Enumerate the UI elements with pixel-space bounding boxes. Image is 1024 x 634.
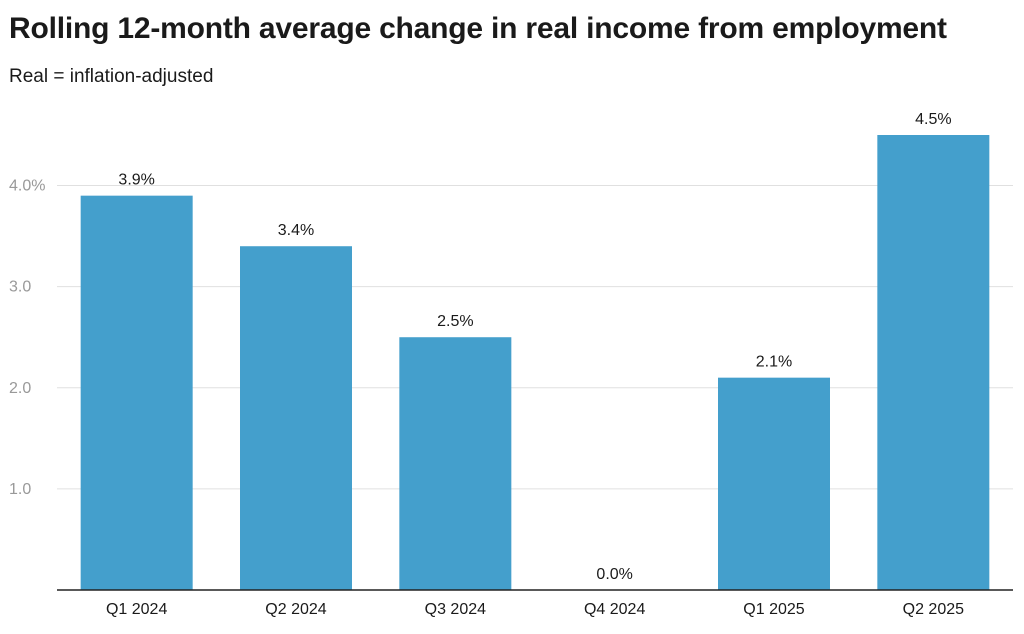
y-tick-label: 4.0%: [9, 178, 45, 195]
y-tick-label: 2.0: [9, 380, 31, 397]
data-label: 2.1%: [756, 354, 792, 371]
bar: [718, 377, 830, 590]
data-label: 3.4%: [278, 222, 314, 239]
data-label: 3.9%: [118, 172, 154, 189]
x-tick-label: Q1 2025: [743, 601, 804, 618]
bars: [80, 135, 990, 590]
data-label: 0.0%: [596, 566, 632, 583]
data-labels: 3.9% 3.4% 2.5% 0.0% 2.1% 4.5%: [118, 111, 951, 583]
bar: [877, 135, 990, 590]
chart-subtitle: Real = inflation-adjusted: [9, 66, 214, 87]
x-axis-ticks: Q1 2024 Q2 2024 Q3 2024 Q4 2024 Q1 2025 Q2 20…: [106, 601, 964, 618]
bar: [80, 195, 193, 590]
x-tick-label: Q3 2024: [425, 601, 486, 618]
y-tick-label: 3.0: [9, 279, 31, 296]
data-label: 4.5%: [915, 111, 951, 128]
gridlines: [57, 185, 1013, 490]
bar: [399, 337, 512, 590]
chart-title: Rolling 12-month average change in real …: [9, 12, 947, 45]
x-tick-label: Q2 2025: [903, 601, 964, 618]
y-tick-label: 1.0: [9, 481, 31, 498]
data-label: 2.5%: [437, 313, 473, 330]
x-tick-label: Q2 2024: [265, 601, 326, 618]
y-axis-ticks: 1.0 2.0 3.0 4.0%: [9, 178, 45, 498]
x-tick-label: Q4 2024: [584, 601, 645, 618]
bar: [240, 246, 352, 590]
x-tick-label: Q1 2024: [106, 601, 167, 618]
